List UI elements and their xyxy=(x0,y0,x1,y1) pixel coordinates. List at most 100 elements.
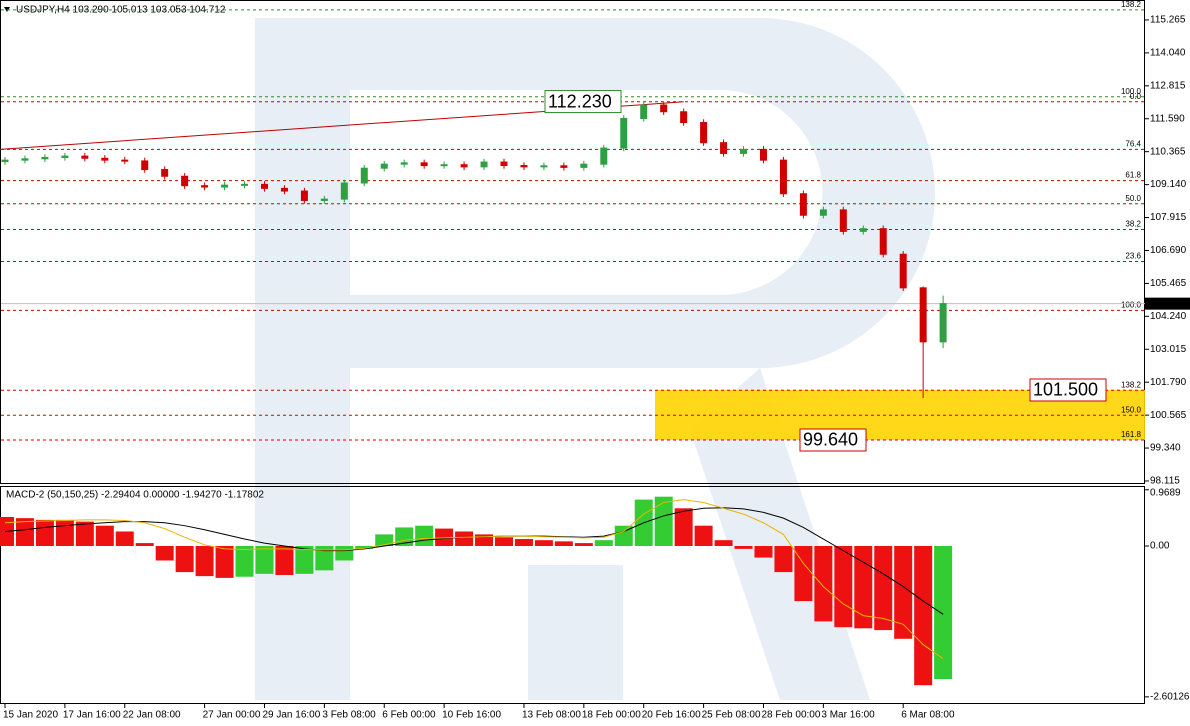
candle-body xyxy=(700,122,708,144)
candle-body xyxy=(161,169,169,177)
macd-bar xyxy=(435,528,454,546)
fibo-label: 150.0 xyxy=(1121,405,1142,414)
macd-bar xyxy=(175,545,194,573)
candle-body xyxy=(660,104,668,113)
candle-body xyxy=(320,198,328,201)
y-tick-label: 105.465 xyxy=(1150,278,1187,289)
x-tick-label: 15 Jan 2020 xyxy=(3,710,58,721)
macd-bar xyxy=(754,545,773,558)
x-tick-label: 20 Feb 16:00 xyxy=(642,710,701,721)
y-tick-label: 109.140 xyxy=(1150,179,1187,190)
macd-bar xyxy=(814,545,833,622)
x-tick-label: 25 Feb 08:00 xyxy=(702,710,761,721)
y-tick-label: 115.265 xyxy=(1150,15,1186,26)
y-tick-label: 114.040 xyxy=(1150,48,1186,59)
macd-bar xyxy=(275,545,294,575)
macd-bar xyxy=(75,521,94,546)
x-tick-label: 6 Feb 00:00 xyxy=(382,710,436,721)
y-tick-label: 111.590 xyxy=(1150,113,1185,124)
candle-body xyxy=(759,148,767,161)
x-tick-label: 29 Jan 16:00 xyxy=(262,710,320,721)
candle-body xyxy=(101,157,109,161)
y-tick-label: 0.00 xyxy=(1150,541,1170,552)
candle-body xyxy=(21,158,29,161)
candle-body xyxy=(879,228,887,255)
price-annotation-box xyxy=(1029,378,1107,402)
candle-body xyxy=(201,185,209,188)
fibo-label: 0.0 xyxy=(1130,92,1142,101)
x-tick-label: 6 Mar 08:00 xyxy=(901,710,955,721)
x-tick-label: 3 Mar 16:00 xyxy=(821,710,875,721)
macd-bar xyxy=(495,537,513,546)
candle-body xyxy=(680,111,688,124)
macd-line xyxy=(4,499,944,660)
macd-bar xyxy=(874,545,893,631)
candle-body xyxy=(580,163,588,168)
fibo-label: 161.8 xyxy=(1121,430,1142,439)
y-tick-label: 110.365 xyxy=(1150,146,1186,157)
x-tick-label: 22 Jan 08:00 xyxy=(123,710,181,721)
fibo-label: 100.0 xyxy=(1121,87,1142,96)
macd-bar xyxy=(514,539,533,546)
macd-bar xyxy=(694,525,713,546)
candle-body xyxy=(300,190,308,201)
candle-body xyxy=(480,161,488,168)
x-tick-label: 10 Feb 16:00 xyxy=(442,710,501,721)
candle-body xyxy=(400,162,408,165)
fibo-label: 38.2 xyxy=(1125,220,1141,229)
macd-bar xyxy=(15,518,34,546)
candle-body xyxy=(500,161,508,167)
fibo-label: 23.6 xyxy=(1125,252,1141,261)
candle-body xyxy=(280,187,288,192)
price-annotation: 112.230 xyxy=(548,91,612,111)
candle-body xyxy=(919,287,927,343)
macd-bar xyxy=(854,545,873,629)
price-annotation-box xyxy=(544,90,622,114)
macd-bar xyxy=(914,545,933,686)
macd-bar xyxy=(534,540,553,546)
x-tick-label: 18 Feb 00:00 xyxy=(582,710,641,721)
candle-body xyxy=(260,183,268,189)
candle-body xyxy=(141,160,149,171)
macd-bar xyxy=(894,545,913,639)
x-tick-label: 13 Feb 08:00 xyxy=(522,710,581,721)
fibo-label: 50.0 xyxy=(1125,194,1141,203)
candle-body xyxy=(380,163,388,169)
fibo-label: 76.4 xyxy=(1125,139,1141,148)
macd-bar xyxy=(734,545,753,549)
candle-body xyxy=(340,182,348,200)
y-tick-label: 112.815 xyxy=(1150,80,1186,91)
candle-body xyxy=(61,155,69,158)
candle-body xyxy=(819,209,827,216)
macd-bar xyxy=(55,519,74,546)
macd-bar xyxy=(355,545,374,549)
candle-body xyxy=(520,165,528,168)
y-tick-label: 98.115 xyxy=(1150,476,1180,487)
y-tick-label: -2.60126 xyxy=(1150,692,1190,703)
candle-body xyxy=(420,162,428,167)
candle-body xyxy=(859,228,867,232)
candle-body xyxy=(779,159,787,195)
macd-bar xyxy=(255,545,274,574)
macd-bar xyxy=(35,519,54,546)
macd-bar xyxy=(614,525,633,546)
x-tick-label: 3 Feb 08:00 xyxy=(322,710,376,721)
macd-bar xyxy=(335,545,354,561)
macd-bar xyxy=(235,545,254,577)
macd-bar xyxy=(654,496,673,546)
last-price-box xyxy=(1145,297,1190,310)
candle-body xyxy=(181,175,189,187)
chart-title: USDJPY,H4 103.290 105.013 103.053 104.71… xyxy=(16,5,226,16)
candle-body xyxy=(241,183,249,186)
y-tick-label: 104.240 xyxy=(1150,311,1187,322)
candle-body xyxy=(121,159,129,162)
y-tick-label: 103.015 xyxy=(1150,344,1187,355)
candle-body xyxy=(540,165,548,168)
macd-bar xyxy=(574,543,593,546)
macd-bar xyxy=(375,534,394,546)
candle-body xyxy=(939,303,947,343)
candle-body xyxy=(740,148,748,154)
x-tick-label: 27 Jan 00:00 xyxy=(203,710,261,721)
macd-bar xyxy=(95,525,114,546)
macd-bar xyxy=(315,545,334,571)
